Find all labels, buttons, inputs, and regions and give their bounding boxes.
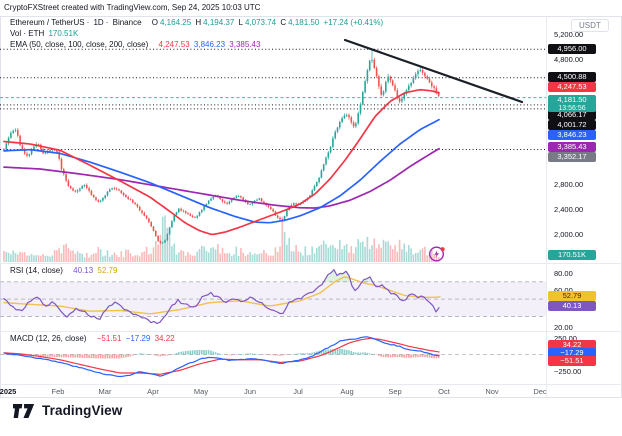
time-axis-label: 2025 xyxy=(0,387,17,396)
chart-frame xyxy=(0,16,622,398)
exchange: Binance xyxy=(112,18,142,27)
axis-tick-label: −250.00 xyxy=(554,366,582,376)
time-axis-label: May xyxy=(193,387,209,396)
time-axis-label: Jun xyxy=(243,387,257,396)
axis-price-badge: 170.51K xyxy=(548,250,596,260)
axis-price-badge: −17.29 xyxy=(548,348,596,358)
flash-icon xyxy=(428,246,445,262)
rsi-ma-value: 52.79 xyxy=(97,266,118,275)
main-price-pane[interactable] xyxy=(0,16,546,263)
axis-price-badge: 4,066.17 xyxy=(548,110,596,120)
axis-tick-label: 4,800.00 xyxy=(554,54,584,64)
axis-tick-label: 60.00 xyxy=(554,285,573,295)
current-price-badge: 4,181.50 13:56:56 xyxy=(548,95,596,112)
symbol-legend: Ethereum / TetherUS · 1D · Binance O 4,164.… xyxy=(10,18,384,27)
axis-price-badge: −51.51 xyxy=(548,356,596,366)
macd-signal-value: 34.22 xyxy=(154,334,175,343)
time-axis-label: Oct xyxy=(438,387,450,396)
axis-price-badge: 34.22 xyxy=(548,340,596,350)
high-value: 4,194.37 xyxy=(203,18,235,27)
time-axis-label: Feb xyxy=(51,387,65,396)
low-value: 4,073.74 xyxy=(244,18,277,27)
rsi-pane[interactable] xyxy=(0,263,546,331)
axis-tick-label: 5,200.00 xyxy=(554,29,584,39)
bar-countdown: 13:56:56 xyxy=(558,104,586,112)
axis-tick-label: 80.00 xyxy=(554,268,573,278)
volume-legend: Vol · ETH 170.51K xyxy=(10,29,79,38)
price-axis[interactable]: USDT 5,200.00 4,800.00 2,800.00 2,400.00 2,0… xyxy=(547,16,622,397)
tradingview-logo[interactable]: TradingView xyxy=(13,403,122,418)
axis-price-badge: 3,352.17 xyxy=(548,152,596,162)
interval: 1D xyxy=(93,18,104,27)
time-axis-label: Nov xyxy=(485,387,499,396)
current-price-value: 4,181.50 xyxy=(557,95,587,104)
price-axis-separator xyxy=(546,16,547,397)
axis-price-badge: 4,247.53 xyxy=(548,82,596,92)
axis-currency-label[interactable]: USDT xyxy=(571,19,609,32)
axis-price-badge: 4,001.72 xyxy=(548,120,596,130)
time-axis-label: Jul xyxy=(293,387,303,396)
tradingview-logo-icon xyxy=(13,403,35,418)
time-axis[interactable]: 2025 Feb Mar Apr May Jun Jul Aug Sep Oct Nov Dec xyxy=(0,385,546,398)
time-axis-separator xyxy=(0,384,622,385)
time-axis-label: Dec xyxy=(533,387,546,396)
tradingview-logo-text: TradingView xyxy=(42,403,123,418)
time-axis-label: Aug xyxy=(340,387,354,396)
close-value: 4,181.50 xyxy=(288,18,320,27)
axis-tick-label: 250.00 xyxy=(554,333,577,343)
macd-hist-value: −51.51 xyxy=(96,334,122,343)
macd-legend: MACD (12, 26, close) −51.51 −17.29 34.22 xyxy=(10,334,175,343)
volume-value: 170.51K xyxy=(48,29,79,38)
pane-separator[interactable] xyxy=(0,263,622,264)
axis-price-badge: 3,846.23 xyxy=(548,130,596,140)
symbol-name: Ethereum / TetherUS xyxy=(10,18,85,27)
macd-pane[interactable] xyxy=(0,331,546,385)
time-axis-label: Mar xyxy=(98,387,112,396)
time-axis-label: Apr xyxy=(147,387,159,396)
time-axis-label: Sep xyxy=(388,387,402,396)
attribution-text: CryptoFXStreet created with TradingView.… xyxy=(4,3,261,12)
axis-price-badge: 3,385.43 xyxy=(548,142,596,152)
axis-price-badge: 4,956.00 xyxy=(548,44,596,54)
open-value: 4,164.25 xyxy=(160,18,192,27)
rsi-value: 40.13 xyxy=(73,266,94,275)
macd-value: −17.29 xyxy=(125,334,151,343)
axis-tick-label: 2,400.00 xyxy=(554,204,584,214)
ema100-value: 3,846.23 xyxy=(193,40,226,49)
ema50-value: 4,247.53 xyxy=(158,40,190,49)
ema200-value: 3,385.43 xyxy=(229,40,261,49)
change-value: +17.24 (+0.41%) xyxy=(323,18,384,27)
axis-tick-label: 2,000.00 xyxy=(554,229,584,239)
axis-tick-label: 2,800.00 xyxy=(554,179,584,189)
ema-legend: EMA (50, close, 100, close, 200, close) … xyxy=(10,40,261,49)
axis-price-badge: 52.79 xyxy=(548,291,596,301)
rsi-legend: RSI (14, close) 40.13 52.79 xyxy=(10,266,118,275)
axis-price-badge: 4,500.88 xyxy=(548,72,596,82)
axis-tick-label: 20.00 xyxy=(554,322,573,332)
axis-price-badge: 40.13 xyxy=(548,301,596,311)
flash-events-button[interactable] xyxy=(428,245,446,263)
pane-separator[interactable] xyxy=(0,331,622,332)
